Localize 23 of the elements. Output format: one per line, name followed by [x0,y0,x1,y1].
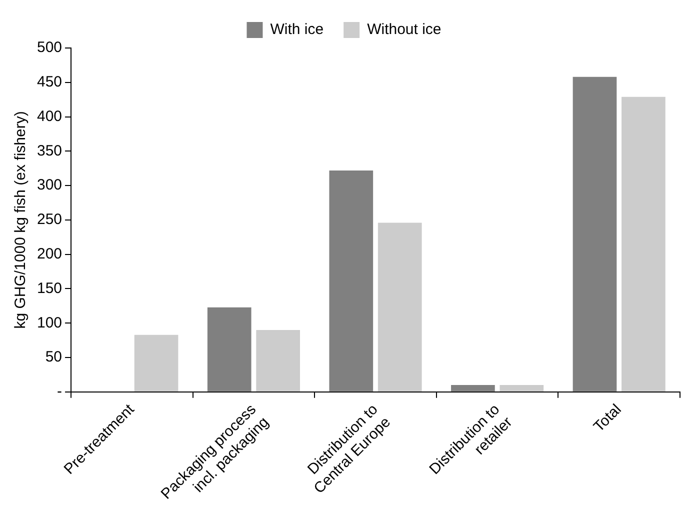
y-tick-label: 100 [36,314,62,332]
bar [378,222,422,392]
bar [134,334,178,392]
bar [329,170,374,392]
bar [451,385,495,392]
bar [622,96,666,392]
legend-label: Without ice [367,21,442,38]
bar [256,330,300,392]
y-axis-title: kg GHG/1000 kg fish (ex fishery) [12,111,30,329]
bar [572,76,617,392]
y-tick-label: 400 [36,108,62,125]
y-tick-label: 350 [36,142,62,160]
bar [207,307,252,392]
legend-label: With ice [270,21,324,38]
y-tick-label: 500 [36,39,62,56]
y-tick-label: 300 [36,176,62,194]
y-tick-label: 450 [36,74,62,91]
y-tick-label: 150 [36,280,62,297]
bar [500,385,544,392]
y-tick-label: 50 [45,348,62,366]
y-tick-label: 200 [36,245,62,262]
y-tick-label: - [57,383,62,400]
y-tick-label: 250 [36,211,62,228]
